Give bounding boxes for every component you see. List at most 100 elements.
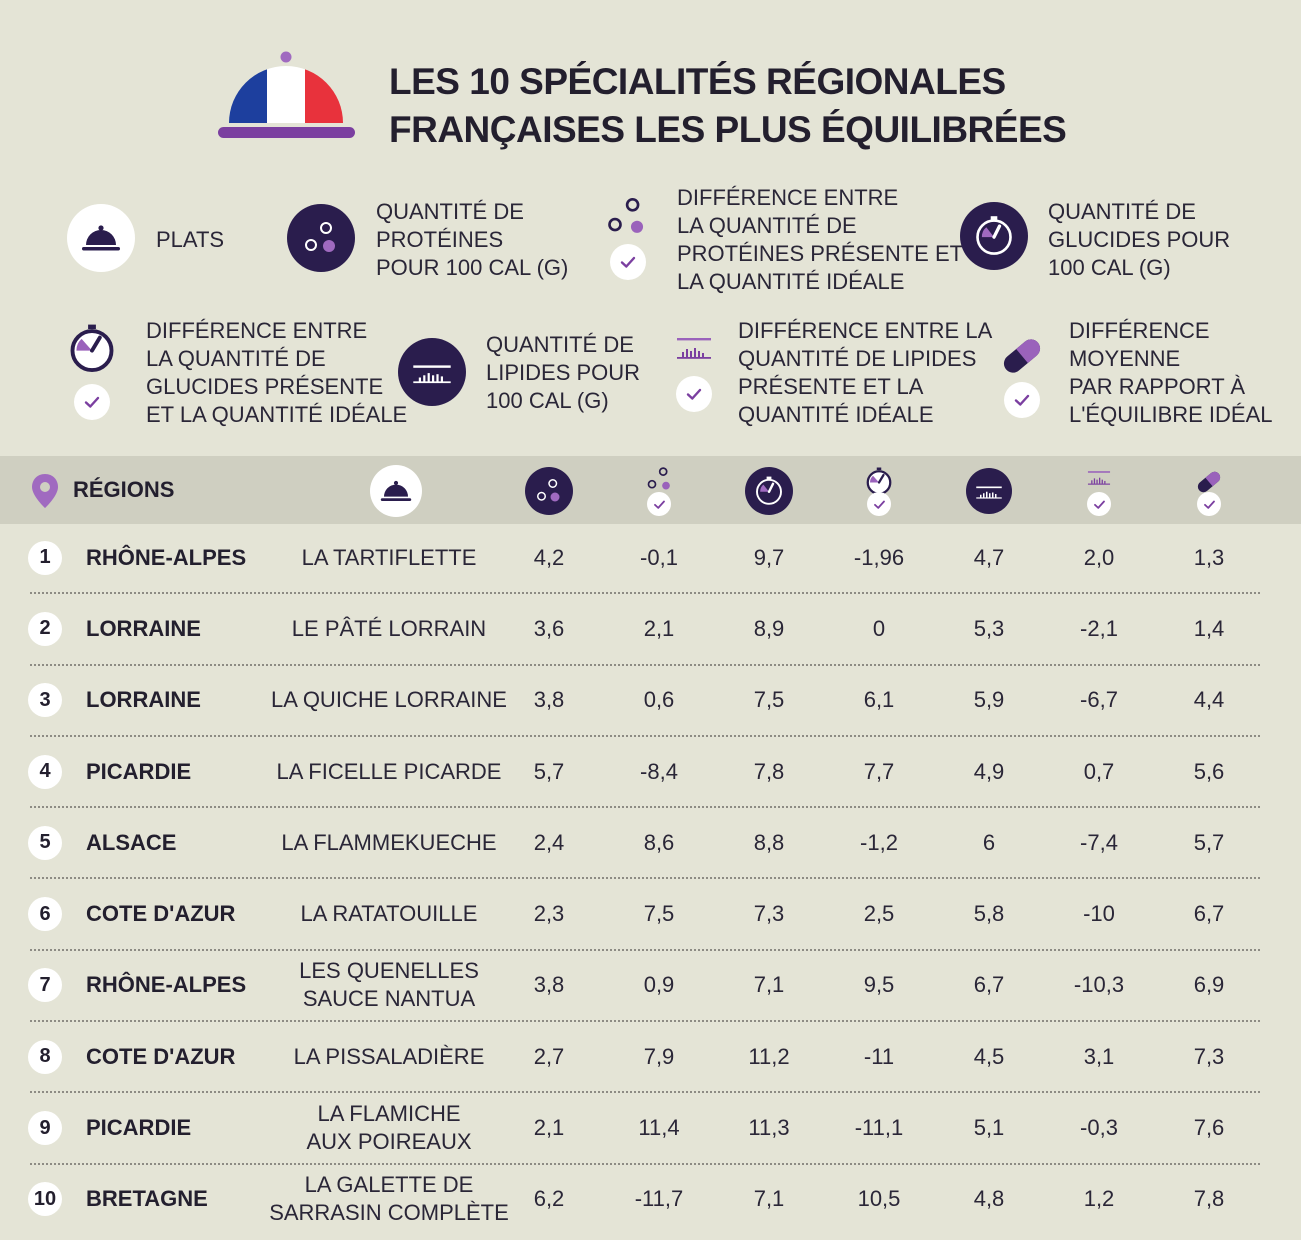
value-cell: 3,6 bbox=[533, 615, 565, 641]
value-cell: 7,5 bbox=[753, 687, 785, 713]
value-cell: 1,4 bbox=[1193, 615, 1225, 641]
value-cell: 4,8 bbox=[973, 1186, 1005, 1212]
value-cell: 4,4 bbox=[1193, 687, 1225, 713]
value-cell: 8,6 bbox=[643, 829, 675, 855]
lipid-bars-small-icon bbox=[669, 330, 719, 370]
value-cell: 7,9 bbox=[643, 1043, 675, 1069]
value-cell: 1,2 bbox=[1083, 1186, 1115, 1212]
value-cell: 7,3 bbox=[753, 901, 785, 927]
value-cell: 5,8 bbox=[973, 901, 1005, 927]
legend-diff-moyenne: DIFFÉRENCE MOYENNE PAR RAPPORT À L'ÉQUIL… bbox=[1069, 318, 1273, 427]
region-name: PICARDIE bbox=[86, 758, 192, 784]
table-row: 4 PICARDIE LA FICELLE PICARDE 5,7 -8,4 7,8 7,7… bbox=[0, 736, 1301, 809]
rank-badge: 8 bbox=[28, 1039, 62, 1074]
region-name: PICARDIE bbox=[86, 1115, 192, 1141]
value-cell: 7,1 bbox=[753, 1186, 785, 1212]
value-cell: 6,7 bbox=[1193, 901, 1225, 927]
row-divider bbox=[30, 1162, 1260, 1165]
value-cell: -1,2 bbox=[860, 829, 898, 855]
legend-glucides: QUANTITÉ DE GLUCIDES POUR 100 CAL (G) bbox=[1048, 199, 1231, 280]
rank-badge: 10 bbox=[28, 1182, 62, 1217]
value-cell: 2,4 bbox=[533, 829, 565, 855]
value-cell: 6,9 bbox=[1193, 972, 1225, 998]
header-diff-lipides-icon bbox=[1069, 462, 1129, 520]
page-title: LES 10 SPÉCIALITÉS RÉGIONALES FRANÇAISES… bbox=[389, 58, 1067, 154]
region-name: BRETAGNE bbox=[86, 1186, 208, 1212]
value-cell: 11,4 bbox=[638, 1115, 680, 1141]
value-cell: 8,9 bbox=[753, 615, 785, 641]
value-cell: 9,7 bbox=[753, 544, 785, 570]
value-cell: 2,1 bbox=[533, 1115, 565, 1141]
header-plats-icon bbox=[366, 462, 426, 520]
header-glucides-icon bbox=[739, 462, 799, 520]
value-cell: 5,9 bbox=[973, 687, 1005, 713]
value-cell: 4,5 bbox=[973, 1043, 1005, 1069]
table-row: 9 PICARDIE LA FLAMICHE AUX POIREAUX 2,1 11,4… bbox=[0, 1092, 1301, 1165]
value-cell: 7,6 bbox=[1193, 1115, 1225, 1141]
row-divider bbox=[30, 1020, 1260, 1023]
rank-badge: 2 bbox=[28, 611, 62, 646]
value-cell: 0 bbox=[872, 615, 886, 641]
legend-lipides: QUANTITÉ DE LIPIDES POUR 100 CAL (G) bbox=[486, 332, 641, 413]
value-cell: 6,7 bbox=[973, 972, 1005, 998]
value-cell: 6 bbox=[982, 829, 996, 855]
rank-badge: 9 bbox=[28, 1111, 62, 1146]
check-icon bbox=[610, 244, 646, 280]
rank-badge: 5 bbox=[28, 825, 62, 860]
value-cell: -8,4 bbox=[640, 758, 678, 784]
value-cell: 7,7 bbox=[863, 758, 895, 784]
value-cell: -0,1 bbox=[640, 544, 678, 570]
value-cell: 5,6 bbox=[1193, 758, 1225, 784]
value-cell: 11,3 bbox=[748, 1115, 790, 1141]
pill-icon bbox=[996, 330, 1048, 382]
table-row: 6 COTE D'AZUR LA RATATOUILLE 2,3 7,5 7,3 2,5 5,… bbox=[0, 879, 1301, 951]
dish-name: LES QUENELLES SAUCE NANTUA bbox=[299, 958, 479, 1012]
value-cell: 7,1 bbox=[753, 972, 785, 998]
value-cell: -6,7 bbox=[1080, 687, 1118, 713]
check-icon bbox=[676, 376, 712, 412]
header-diff-glucides-icon bbox=[849, 462, 909, 520]
value-cell: 5,7 bbox=[1193, 829, 1225, 855]
value-cell: 6,1 bbox=[863, 687, 895, 713]
legend-diff-glucides: DIFFÉRENCE ENTRE LA QUANTITÉ DE GLUCIDES… bbox=[146, 318, 408, 427]
dish-name: LA GALETTE DE SARRASIN COMPLÈTE bbox=[269, 1172, 509, 1226]
value-cell: -1,96 bbox=[853, 544, 905, 570]
row-divider bbox=[30, 806, 1260, 809]
check-icon bbox=[74, 384, 110, 420]
value-cell: 9,5 bbox=[863, 972, 895, 998]
rank-badge: 3 bbox=[28, 683, 62, 718]
header-diff-proteines-icon bbox=[629, 462, 689, 520]
header-proteines-icon bbox=[519, 462, 579, 520]
value-cell: 0,6 bbox=[643, 687, 675, 713]
table-row: 2 LORRAINE LE PÂTÉ LORRAIN 3,6 2,1 8,9 0 5,3 -2,… bbox=[0, 593, 1301, 666]
value-cell: 4,2 bbox=[533, 544, 565, 570]
table-row: 5 ALSACE LA FLAMMEKUECHE 2,4 8,6 8,8 -1,2 6 -7,4… bbox=[0, 807, 1301, 880]
value-cell: 0,7 bbox=[1083, 758, 1115, 784]
row-divider bbox=[30, 663, 1260, 666]
dish-name: LE PÂTÉ LORRAIN bbox=[291, 615, 487, 641]
row-divider bbox=[30, 948, 1260, 951]
value-cell: 7,3 bbox=[1193, 1043, 1225, 1069]
rank-badge: 7 bbox=[28, 968, 62, 1003]
value-cell: -2,1 bbox=[1080, 615, 1118, 641]
french-flag-cloche-logo bbox=[218, 51, 355, 138]
value-cell: -11,1 bbox=[854, 1115, 904, 1141]
row-divider bbox=[30, 734, 1260, 737]
value-cell: -7,4 bbox=[1080, 829, 1118, 855]
legend-diff-lipides: DIFFÉRENCE ENTRE LA QUANTITÉ DE LIPIDES … bbox=[738, 318, 993, 427]
value-cell: 5,7 bbox=[533, 758, 565, 784]
value-cell: 4,7 bbox=[973, 544, 1005, 570]
value-cell: 5,1 bbox=[973, 1115, 1005, 1141]
region-name: RHÔNE-ALPES bbox=[86, 544, 247, 570]
value-cell: 0,9 bbox=[643, 972, 675, 998]
row-divider bbox=[30, 877, 1260, 880]
value-cell: 2,5 bbox=[863, 901, 895, 927]
carb-gauge-icon bbox=[960, 202, 1028, 270]
region-name: COTE D'AZUR bbox=[86, 901, 236, 927]
value-cell: 2,3 bbox=[533, 901, 565, 927]
value-cell: -11 bbox=[863, 1043, 895, 1069]
value-cell: 10,5 bbox=[857, 1186, 901, 1212]
header-regions: RÉGIONS bbox=[73, 477, 175, 502]
rank-badge: 1 bbox=[28, 540, 62, 575]
value-cell: 3,8 bbox=[533, 972, 565, 998]
